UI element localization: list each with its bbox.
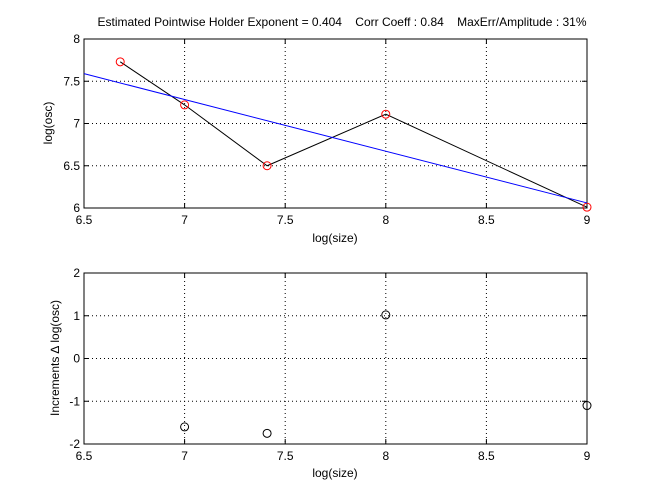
bottom-plot-data-point [582,401,592,411]
bottom-plot-data-point [381,310,391,320]
top-plot-y-label: log(osc) [41,102,55,145]
top-plot-ticks: 6.5 7 7.5 8 8.5 966.577.58 [63,32,590,227]
top-plot-y-tick-label: 8 [73,32,80,46]
bottom-plot: 6.5 7 7.5 8 8.5 9 -2 -1 0 1 2 log(size) Increments… [48,266,592,480]
bottom-plot-x-tick-label: 9 [584,449,591,463]
bottom-plot-x-tick-label: 8.5 [478,449,495,463]
top-plot-grid [84,39,587,208]
top-plot-x-tick-label: 9 [584,213,591,227]
top-plot-x-tick-label: 7.5 [277,213,294,227]
top-plot-x-tick-label: 8.5 [478,213,495,227]
bottom-plot-x-label: log(size) [312,466,357,480]
top-plot-y-tick-label: 6 [73,201,80,215]
top-plot-data-point [262,161,272,171]
bottom-plot-data-point [262,428,272,438]
top-plot-regression-line [83,73,588,204]
top-plot-data-point [115,57,125,67]
bottom-plot-y-tick-label: 1 [73,309,80,323]
top-plot-x-label: log(size) [312,231,357,245]
bottom-plot-marks [180,310,592,438]
bottom-plot-y-tick-label: -1 [69,394,80,408]
top-plot: Estimated Pointwise Holder Exponent = 0.… [41,15,592,245]
bottom-plot-x-tick-label: 7.5 [277,449,294,463]
bottom-plot-data-point [180,422,190,432]
bottom-plot-y-label: Increments ∆ log(osc) [48,300,62,416]
top-plot-x-tick-label: 7 [181,213,188,227]
top-plot-data-point [582,202,592,212]
bottom-plot-y-tick-label: 0 [73,352,80,366]
bottom-plot-ticks: 6.5 7 7.5 8 8.5 9 -2 -1 0 1 2 [69,266,590,463]
top-plot-y-tick-label: 7.5 [63,74,80,88]
bottom-plot-x-tick-label: 8 [382,449,389,463]
bottom-plot-grid [84,273,587,444]
bottom-plot-x-tick-label: 6.5 [76,449,93,463]
bottom-plot-y-tick-label: -2 [69,437,80,451]
top-plot-title: Estimated Pointwise Holder Exponent = 0.… [97,15,586,29]
top-plot-marks [83,57,592,212]
top-plot-x-tick-label: 6.5 [76,213,93,227]
top-plot-data-line [119,61,588,208]
top-plot-data-point [180,100,190,110]
top-plot-x-tick-label: 8 [382,213,389,227]
top-plot-y-tick-label: 6.5 [63,159,80,173]
bottom-plot-y-tick-label: 2 [73,266,80,280]
top-plot-y-tick-label: 7 [73,117,80,131]
top-plot-data-point [381,109,391,119]
bottom-plot-x-tick-label: 7 [181,449,188,463]
